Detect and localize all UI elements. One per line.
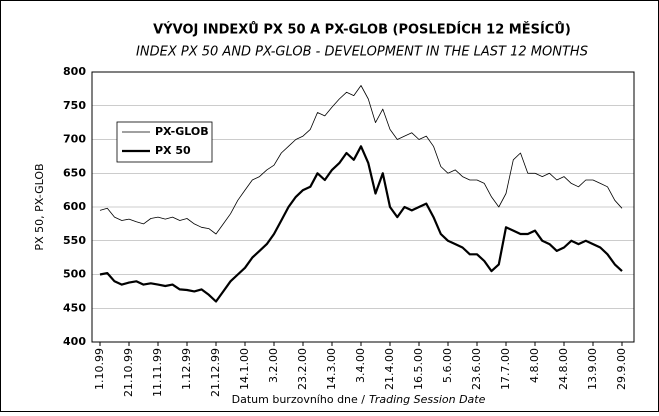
x-tick-label: 23.6.00 bbox=[470, 348, 483, 390]
chart-subtitle: INDEX PX 50 AND PX-GLOB - DEVELOPMENT IN… bbox=[136, 45, 588, 60]
x-tick-label: 13.9.00 bbox=[586, 348, 599, 390]
x-axis-label: Datum burzovního dne / bbox=[232, 393, 366, 406]
y-tick-label: 550 bbox=[63, 234, 86, 247]
legend-box bbox=[116, 121, 213, 163]
x-tick-label: 21.12.99 bbox=[209, 348, 222, 397]
y-tick-label: 650 bbox=[63, 166, 86, 179]
x-tick-label: 16.5.00 bbox=[412, 348, 425, 390]
x-tick-label: 29.9.00 bbox=[615, 348, 628, 390]
y-tick-label: 450 bbox=[63, 301, 86, 314]
y-tick-label: 800 bbox=[63, 65, 86, 78]
x-axis-label-en: Trading Session Date bbox=[369, 393, 486, 406]
series-line bbox=[99, 145, 623, 303]
x-tick-label: 1.12.99 bbox=[180, 348, 193, 390]
x-tick-label: 24.8.00 bbox=[557, 348, 570, 390]
y-tick-label: 600 bbox=[63, 200, 86, 213]
x-tick-label: 17.7.00 bbox=[499, 348, 512, 390]
x-tick-label: 21.4.00 bbox=[383, 348, 396, 390]
legend-label: PX 50 bbox=[155, 144, 191, 157]
x-tick-label: 3.4.00 bbox=[354, 348, 367, 383]
y-axis-label: PX 50, PX-GLOB bbox=[33, 163, 46, 250]
x-tick-label: 3.2.00 bbox=[267, 348, 280, 383]
x-tick-label: 23.2.00 bbox=[296, 348, 309, 390]
chart-title: VÝVOJ INDEXŮ PX 50 A PX-GLOB (POSLEDÍCH … bbox=[153, 22, 571, 38]
x-tick-label: 21.10.99 bbox=[122, 348, 135, 397]
plot-frame bbox=[91, 71, 635, 343]
x-tick-label: 5.6.00 bbox=[441, 348, 454, 383]
legend-label: PX-GLOB bbox=[155, 125, 209, 138]
x-tick-label: 1.10.99 bbox=[93, 348, 106, 390]
y-tick-label: 500 bbox=[63, 268, 86, 281]
x-tick-label: 14.3.00 bbox=[325, 348, 338, 390]
y-tick-label: 700 bbox=[63, 133, 86, 146]
x-tick-label: 11.11.99 bbox=[151, 348, 164, 397]
x-tick-label: 14.1.00 bbox=[238, 348, 251, 390]
y-tick-label: 750 bbox=[63, 99, 86, 112]
x-tick-label: 4.8.00 bbox=[528, 348, 541, 383]
series-line bbox=[99, 85, 623, 235]
y-tick-label: 400 bbox=[63, 335, 86, 348]
